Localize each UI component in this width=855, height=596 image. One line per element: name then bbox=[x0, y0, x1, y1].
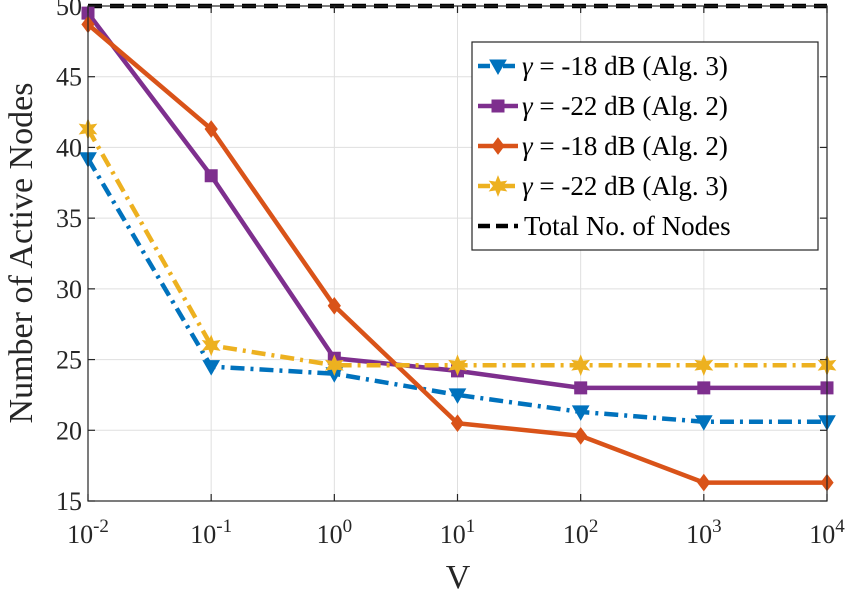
y-tick-label: 50 bbox=[56, 0, 82, 21]
legend-label: γ = -22 dB (Alg. 3) bbox=[522, 171, 728, 201]
legend-label-text: = -18 dB (Alg. 2) bbox=[533, 131, 728, 161]
x-tick-label-base: 10 bbox=[563, 520, 589, 549]
legend-entry: γ = -18 dB (Alg. 3) bbox=[478, 51, 728, 81]
x-tick-label-base: 10 bbox=[809, 520, 835, 549]
legend: γ = -18 dB (Alg. 3)γ = -22 dB (Alg. 2)γ … bbox=[471, 41, 819, 251]
series-3 bbox=[81, 15, 834, 492]
x-tick-label-exponent: -1 bbox=[216, 516, 232, 537]
legend-label-symbol: γ bbox=[522, 171, 534, 201]
legend-label-text: = -22 dB (Alg. 3) bbox=[533, 171, 728, 201]
marker-square bbox=[574, 381, 588, 395]
legend-entry: γ = -22 dB (Alg. 3) bbox=[478, 171, 728, 201]
x-tick-label-exponent: 0 bbox=[343, 516, 353, 537]
y-axis-label: Number of Active Nodes bbox=[3, 83, 40, 424]
ticks bbox=[87, 5, 828, 502]
x-tick-label: 101 bbox=[440, 516, 476, 549]
marker-hexagram bbox=[488, 175, 508, 197]
marker-diamond bbox=[204, 120, 218, 138]
legend-entry: γ = -18 dB (Alg. 2) bbox=[478, 131, 728, 161]
legend-label-text: = -18 dB (Alg. 3) bbox=[533, 51, 728, 81]
x-tick-label-base: 10 bbox=[67, 520, 93, 549]
marker-diamond bbox=[491, 137, 505, 155]
x-tick-label: 100 bbox=[317, 516, 353, 549]
legend-label-symbol: γ bbox=[522, 91, 534, 121]
legend-label: γ = -18 dB (Alg. 2) bbox=[522, 131, 728, 161]
x-tick-label: 103 bbox=[686, 516, 722, 549]
marker-diamond bbox=[327, 296, 341, 315]
marker-diamond bbox=[450, 414, 465, 433]
marker-square bbox=[697, 381, 711, 395]
legend-entry: γ = -22 dB (Alg. 2) bbox=[478, 91, 728, 121]
legend-entry: Total No. of Nodes bbox=[478, 211, 731, 241]
marker-triangle-down bbox=[571, 405, 590, 421]
x-tick-label: 102 bbox=[563, 516, 599, 549]
marker-hexagram bbox=[694, 354, 714, 377]
y-tick-label: 20 bbox=[56, 416, 82, 445]
y-tick-label: 30 bbox=[56, 275, 82, 304]
x-tick-label-base: 10 bbox=[686, 520, 712, 549]
x-axis-label: V bbox=[446, 559, 471, 596]
legend-label-symbol: γ bbox=[522, 51, 534, 81]
marker-triangle-down bbox=[202, 360, 221, 376]
series-group bbox=[78, 6, 837, 492]
y-tick-label: 40 bbox=[56, 133, 82, 162]
x-tick-label-base: 10 bbox=[317, 520, 343, 549]
y-tick-label: 25 bbox=[56, 346, 82, 375]
legend-label-total-nodes: Total No. of Nodes bbox=[524, 211, 731, 241]
x-tick-label-base: 10 bbox=[440, 520, 466, 549]
legend-label-symbol: γ bbox=[522, 131, 534, 161]
marker-hexagram bbox=[201, 334, 221, 357]
x-tick-label: 104 bbox=[809, 516, 845, 549]
y-tick-labels: 15 20 25 30 35 40 45 50 bbox=[56, 0, 82, 516]
y-tick-label: 15 bbox=[56, 487, 82, 516]
marker-hexagram bbox=[571, 354, 591, 377]
marker-diamond bbox=[574, 427, 588, 445]
y-tick-label: 35 bbox=[56, 204, 82, 233]
marker-triangle-down bbox=[694, 415, 713, 431]
series-1 bbox=[79, 152, 836, 431]
x-tick-label-base: 10 bbox=[190, 520, 216, 549]
x-tick-label-exponent: -2 bbox=[93, 516, 109, 537]
legend-label: γ = -22 dB (Alg. 2) bbox=[522, 91, 728, 121]
x-tick-label: 10-1 bbox=[190, 516, 232, 549]
marker-diamond bbox=[697, 473, 711, 492]
marker-hexagram bbox=[324, 354, 344, 377]
x-tick-label-exponent: 1 bbox=[466, 516, 476, 537]
marker-triangle-down bbox=[489, 59, 507, 76]
y-tick-label: 45 bbox=[56, 63, 82, 92]
x-tick-label: 10-2 bbox=[67, 516, 109, 549]
marker-triangle-down bbox=[448, 388, 467, 404]
x-tick-label-exponent: 2 bbox=[589, 516, 599, 537]
legend-label-text: = -22 dB (Alg. 2) bbox=[533, 91, 728, 121]
legend-label: γ = -18 dB (Alg. 3) bbox=[522, 51, 728, 81]
legend-box bbox=[471, 41, 819, 251]
marker-hexagram bbox=[448, 354, 467, 377]
marker-square bbox=[204, 169, 218, 183]
x-tick-labels: 10-2 10-1 100 101 102 103 104 bbox=[67, 516, 845, 549]
marker-square bbox=[491, 99, 505, 113]
x-tick-label-exponent: 3 bbox=[712, 516, 722, 537]
x-tick-label-exponent: 4 bbox=[835, 516, 845, 537]
